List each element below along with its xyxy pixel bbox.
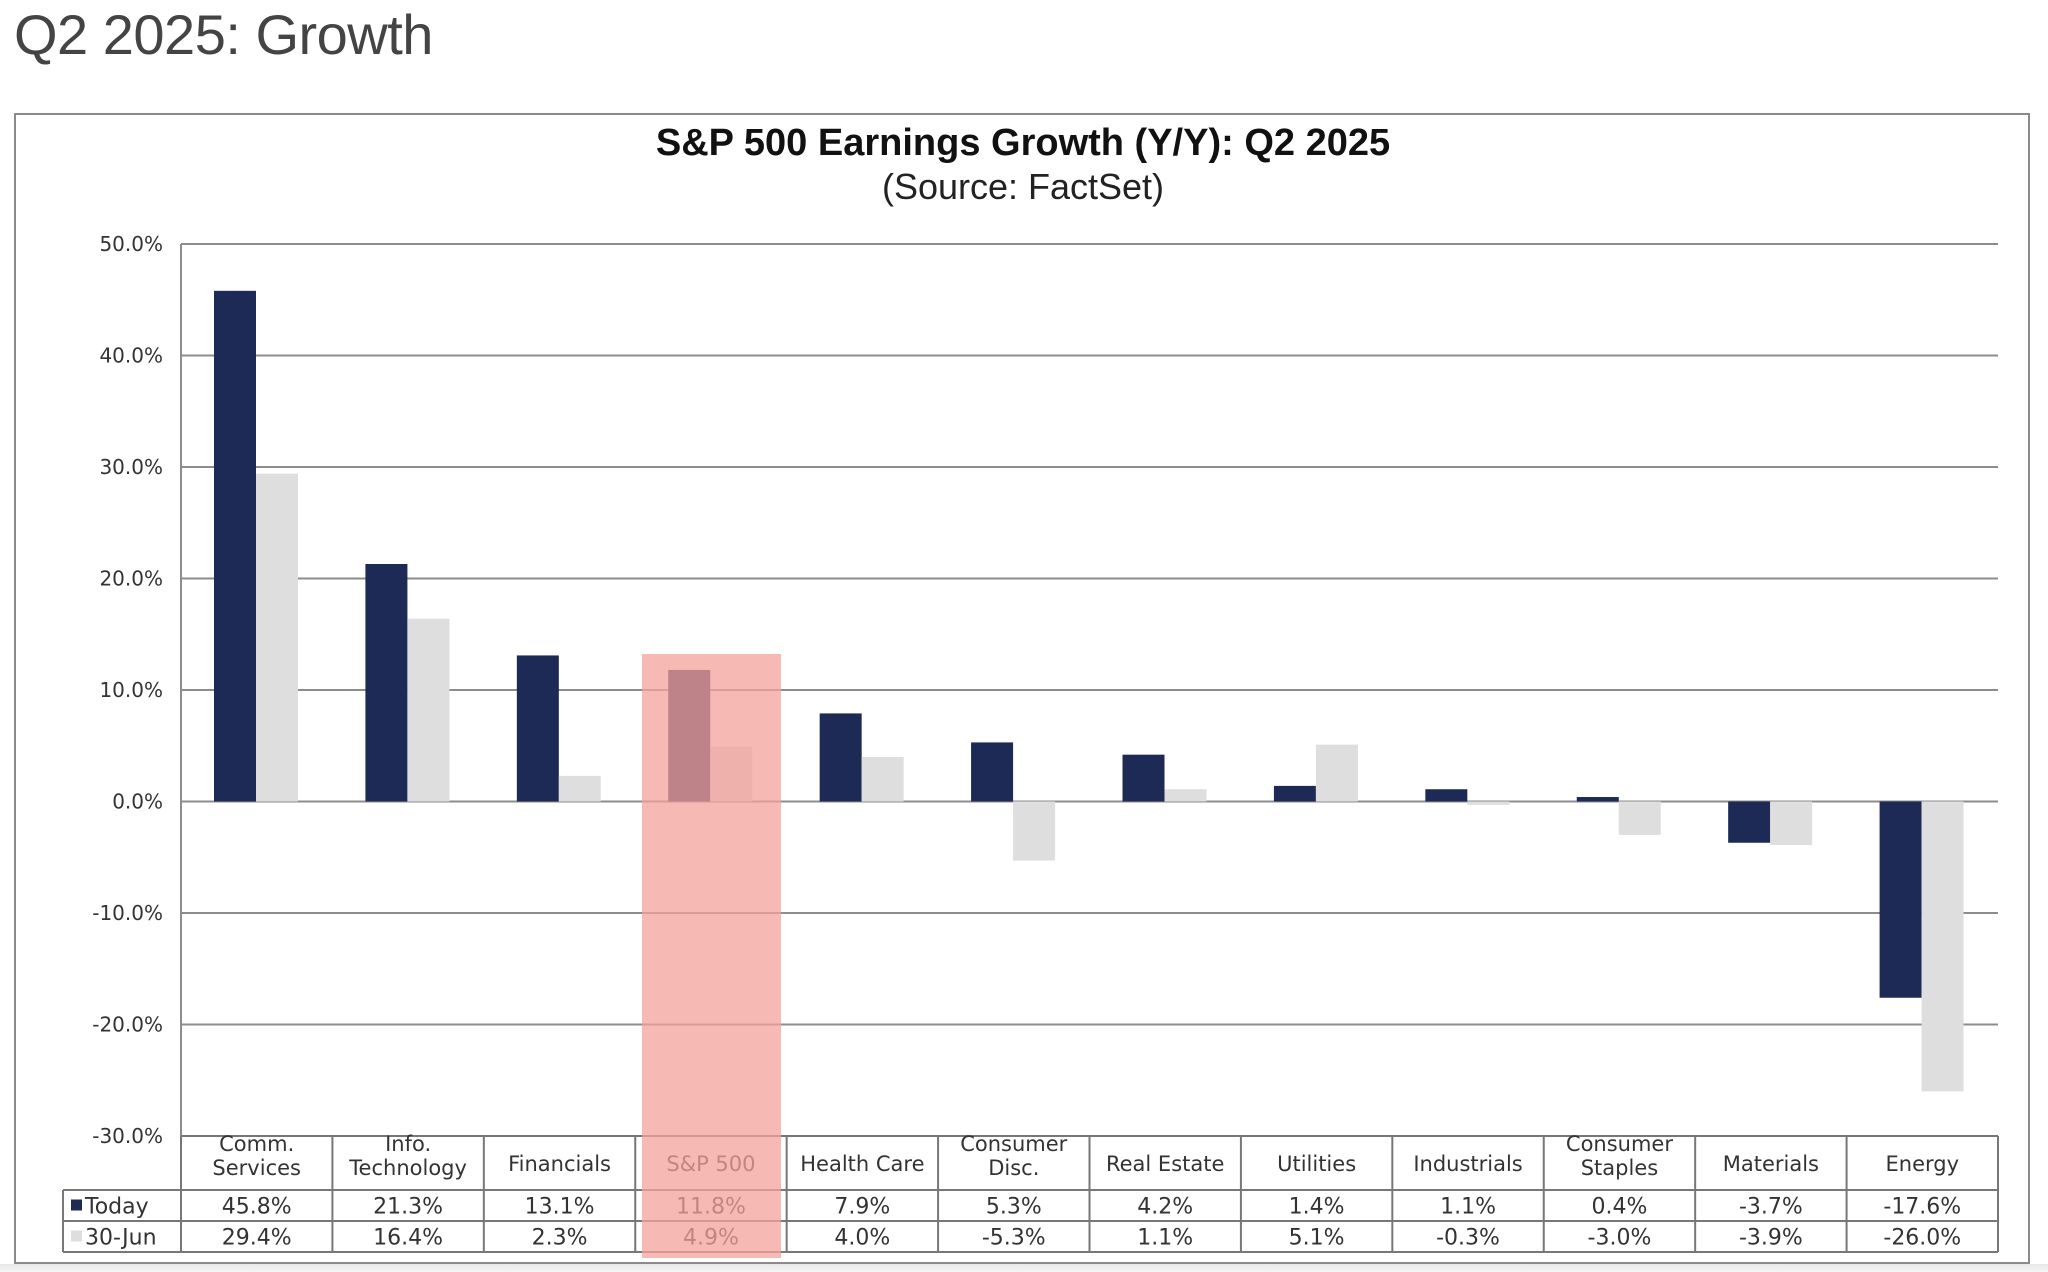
highlight-band <box>642 654 781 1258</box>
bar-30-jun <box>1770 801 1813 845</box>
data-table-cell: 4.2% <box>1137 1195 1193 1220</box>
y-tick-label: 10.0% <box>99 678 163 702</box>
bar-30-jun <box>256 473 298 802</box>
bars <box>214 290 1964 1092</box>
category-label: Energy <box>1886 1152 1960 1176</box>
bar-today <box>1273 785 1316 802</box>
data-table-cell: 2.3% <box>532 1226 588 1251</box>
y-tick-label: -10.0% <box>92 901 163 925</box>
bar-30-jun <box>1013 801 1056 861</box>
data-table: Comm.ServicesInfo.TechnologyFinancialsS&… <box>62 1132 1999 1253</box>
y-tick-label: 20.0% <box>99 567 163 591</box>
legend-label: 30-Jun <box>85 1226 157 1251</box>
category-label: Financials <box>508 1152 611 1176</box>
y-tick-label: -20.0% <box>92 1013 163 1037</box>
bar-today <box>1728 801 1771 843</box>
legend-swatch-30-jun <box>71 1230 82 1242</box>
category-label: Health Care <box>800 1152 924 1176</box>
bar-today <box>1122 754 1165 802</box>
bar-30-jun <box>1618 801 1661 835</box>
category-label: Info. <box>385 1132 431 1156</box>
y-tick-label: 0.0% <box>112 790 163 814</box>
category-label: Comm. <box>219 1132 294 1156</box>
data-table-cell: -3.7% <box>1739 1195 1803 1220</box>
category-label: Technology <box>348 1156 467 1180</box>
data-table-cell: 1.4% <box>1289 1195 1345 1220</box>
data-table-cell: -0.3% <box>1436 1226 1500 1251</box>
data-table-cell: 7.9% <box>834 1195 890 1220</box>
y-tick-label: 30.0% <box>99 455 163 479</box>
bottom-edge <box>0 1264 2048 1272</box>
bar-30-jun <box>861 756 904 802</box>
y-axis-ticks: 50.0% 40.0% 30.0% 20.0% 10.0% 0.0% -10.0% -20.0… <box>92 232 163 1148</box>
bar-30-jun <box>558 775 601 802</box>
chart: S&P 500 Earnings Growth (Y/Y): Q2 2025 (… <box>62 122 1999 1258</box>
category-label: Consumer <box>1566 1132 1673 1156</box>
category-label: Services <box>212 1156 301 1180</box>
bar-30-jun <box>1315 744 1358 802</box>
legend-label: Today <box>84 1195 149 1220</box>
data-table-cell: 16.4% <box>373 1226 443 1251</box>
data-table-cell: 1.1% <box>1440 1195 1496 1220</box>
data-table-cell: -26.0% <box>1883 1226 1961 1251</box>
data-table-cell: 29.4% <box>222 1226 292 1251</box>
category-label: Materials <box>1723 1152 1819 1176</box>
data-table-cell: 5.1% <box>1289 1226 1345 1251</box>
category-label: Staples <box>1581 1156 1658 1180</box>
data-table-cell: -3.0% <box>1588 1226 1652 1251</box>
bar-30-jun <box>407 618 450 802</box>
bar-today <box>971 742 1014 802</box>
slide-title: Q2 2025: Growth <box>14 3 433 66</box>
chart-frame: S&P 500 Earnings Growth (Y/Y): Q2 2025 (… <box>14 113 2030 1264</box>
chart-subtitle: (Source: FactSet) <box>882 166 1164 207</box>
y-tick-label: -30.0% <box>92 1124 163 1148</box>
data-table-cell: 13.1% <box>525 1195 595 1220</box>
data-table-cell: 5.3% <box>986 1195 1042 1220</box>
bar-today <box>516 655 559 802</box>
data-table-cell: 1.1% <box>1137 1226 1193 1251</box>
bar-30-jun <box>1164 789 1207 802</box>
y-tick-label: 40.0% <box>99 344 163 368</box>
highlight-band-sp500 <box>642 654 781 1258</box>
data-table-cell: -5.3% <box>982 1226 1046 1251</box>
category-label: Utilities <box>1277 1152 1356 1176</box>
bar-today <box>1425 789 1468 802</box>
bar-today <box>214 290 256 802</box>
category-label: Real Estate <box>1106 1152 1224 1176</box>
data-table-cell: 45.8% <box>222 1195 292 1220</box>
bar-today <box>1576 797 1619 802</box>
chart-title: S&P 500 Earnings Growth (Y/Y): Q2 2025 <box>656 122 1390 164</box>
legend-swatch-today <box>71 1199 82 1211</box>
y-tick-label: 50.0% <box>99 232 163 256</box>
bar-today <box>819 713 862 802</box>
data-table-cell: 21.3% <box>373 1195 443 1220</box>
category-label: Consumer <box>960 1132 1067 1156</box>
bar-today <box>365 564 408 802</box>
bar-30-jun <box>1921 801 1964 1092</box>
gridlines <box>180 243 1998 1136</box>
bar-30-jun <box>1467 801 1510 805</box>
data-table-cell: -3.9% <box>1739 1226 1803 1251</box>
data-table-cell: 0.4% <box>1592 1195 1648 1220</box>
data-table-cell: -17.6% <box>1883 1195 1961 1220</box>
category-label: Disc. <box>988 1156 1039 1180</box>
category-label: Industrials <box>1413 1152 1522 1176</box>
bar-today <box>1879 801 1922 998</box>
data-table-cell: 4.0% <box>834 1226 890 1251</box>
